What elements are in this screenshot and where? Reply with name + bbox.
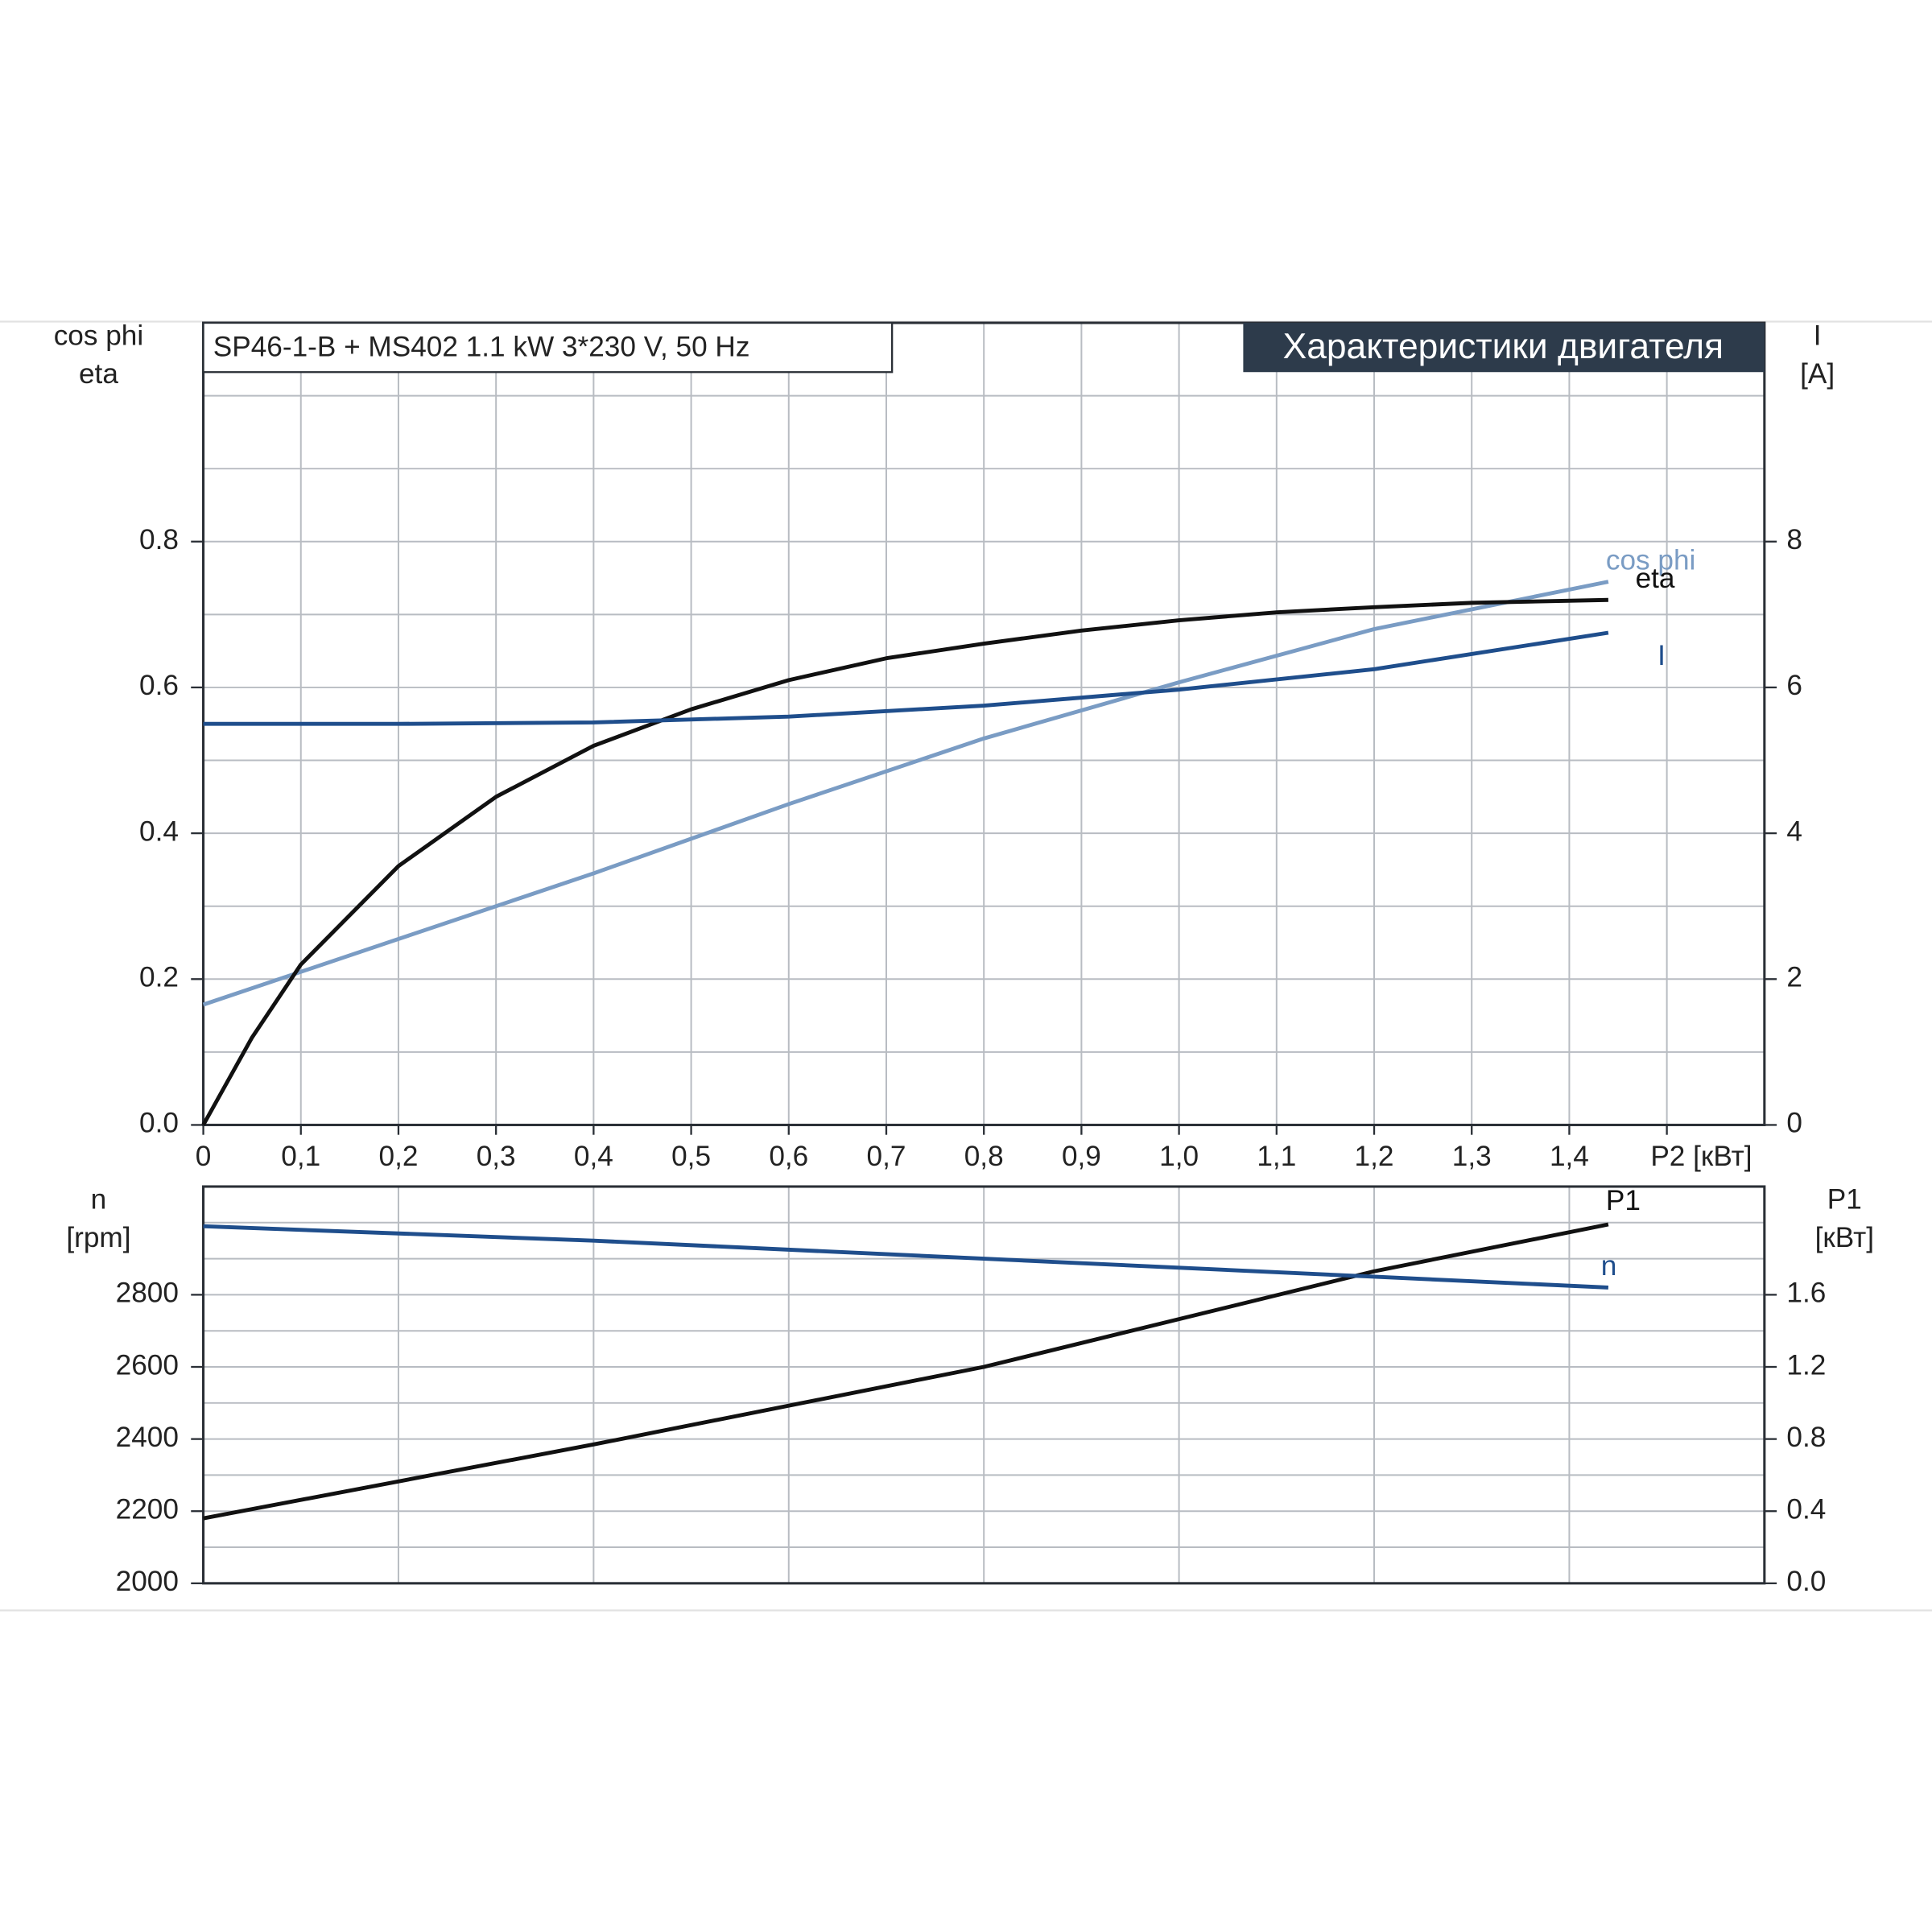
series-line — [203, 1224, 1609, 1290]
y2-tick-label: 4 — [1786, 815, 1802, 847]
plot-layer: 0.0 0.2 0.4 0.6 0.8 0 2 4 6 8 0 0,1 0,2 0,3 0,4 0,5 0,6 0… — [54, 320, 1874, 1597]
x-tick-label: 1,0 — [1159, 1141, 1199, 1172]
title-box — [202, 321, 894, 374]
y2-tick-label: 1.2 — [1786, 1349, 1826, 1381]
y2-axis-label: [A] — [1800, 358, 1835, 390]
series-label: P1 — [1606, 1185, 1641, 1216]
y-axis-label: cos phi — [54, 320, 144, 352]
y2-tick-label: 1.6 — [1786, 1278, 1826, 1309]
y2-axis-label: I — [1814, 320, 1822, 352]
x-tick-label: 0,3 — [477, 1141, 516, 1172]
x-tick-label: 0,9 — [1062, 1141, 1101, 1172]
header-box — [1243, 323, 1765, 373]
y-axis-label: eta — [79, 358, 118, 390]
y2-tick-label: 2 — [1786, 962, 1802, 993]
x-tick-label: 1,4 — [1550, 1141, 1589, 1172]
series-label: n — [1601, 1250, 1617, 1282]
plot-frame — [202, 1185, 1766, 1585]
x-tick-label: 0,8 — [964, 1141, 1004, 1172]
y-tick-label: 0.2 — [139, 962, 179, 993]
x-tick-label: 0,2 — [379, 1141, 419, 1172]
y-axis-label: n — [91, 1184, 107, 1216]
y-axis-label: [rpm] — [66, 1222, 130, 1253]
y2-axis-label: P1 — [1827, 1184, 1862, 1216]
y-tick-label: 0.6 — [139, 670, 179, 701]
series-line — [202, 580, 1609, 1007]
x-tick-label: 1,3 — [1452, 1141, 1492, 1172]
x-axis-label: P2 [кВт] — [1650, 1141, 1752, 1172]
series-label: cos phi — [1606, 544, 1696, 576]
series-line — [201, 597, 1608, 1126]
y2-tick-label: 0.8 — [1786, 1422, 1826, 1453]
x-tick-label: 1,1 — [1257, 1141, 1296, 1172]
y2-tick-label: 6 — [1786, 670, 1802, 701]
y-tick-label: 0.4 — [139, 815, 179, 847]
y-tick-label: 2000 — [116, 1566, 179, 1597]
y-tick-label: 0.8 — [139, 524, 179, 555]
y2-tick-label: 0.4 — [1786, 1494, 1826, 1525]
x-tick-label: 0 — [196, 1141, 212, 1172]
x-tick-label: 1,2 — [1355, 1141, 1394, 1172]
series-label: I — [1657, 640, 1666, 671]
y-tick-label: 2200 — [116, 1494, 179, 1525]
series-label: eta — [1636, 563, 1675, 594]
chart-title: SP46-1-B + MS402 1.1 kW 3*230 V, 50 Hz — [213, 331, 750, 362]
x-tick-label: 0,6 — [769, 1141, 808, 1172]
y2-tick-label: 0 — [1786, 1108, 1802, 1139]
chart-subtitle: Характеристики двигателя — [1283, 327, 1724, 366]
y-tick-label: 2600 — [116, 1349, 179, 1381]
x-tick-label: 0,5 — [671, 1141, 711, 1172]
x-tick-label: 0,7 — [867, 1141, 906, 1172]
y-tick-label: 0.0 — [139, 1108, 179, 1139]
y-tick-label: 2400 — [116, 1422, 179, 1453]
y2-tick-label: 0.0 — [1786, 1566, 1826, 1597]
x-tick-label: 0,1 — [281, 1141, 320, 1172]
y2-tick-label: 8 — [1786, 524, 1802, 555]
series-line — [203, 1222, 1609, 1521]
x-tick-label: 0,4 — [574, 1141, 613, 1172]
y2-axis-label: [кВт] — [1815, 1222, 1874, 1253]
series-line — [203, 630, 1609, 726]
y-tick-label: 2800 — [116, 1278, 179, 1309]
